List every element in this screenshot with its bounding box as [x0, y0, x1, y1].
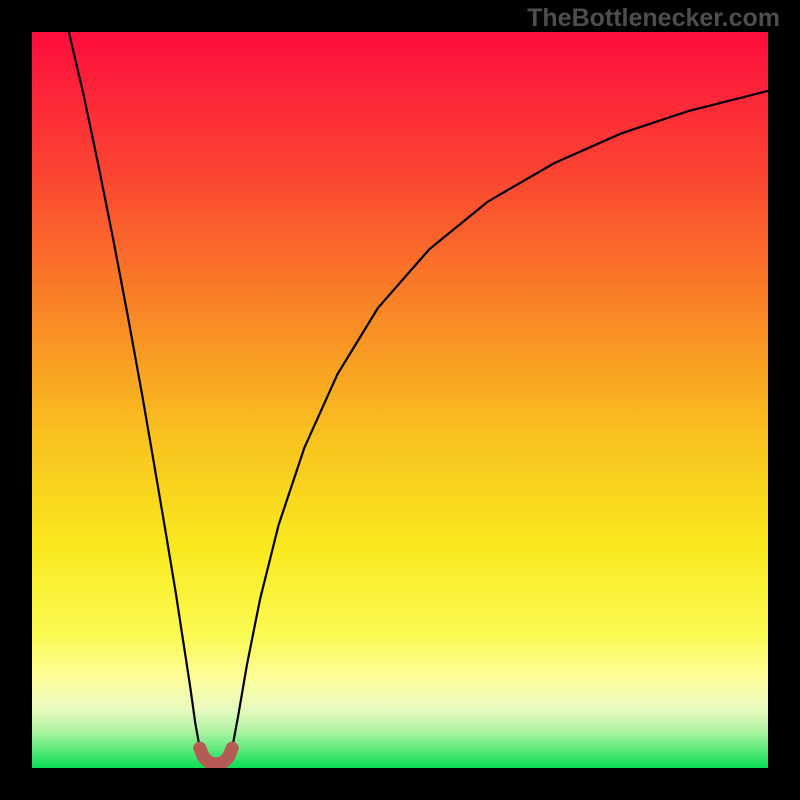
- watermark-text: TheBottlenecker.com: [527, 4, 780, 33]
- chart-svg: [32, 32, 768, 768]
- plot-area: [32, 32, 768, 768]
